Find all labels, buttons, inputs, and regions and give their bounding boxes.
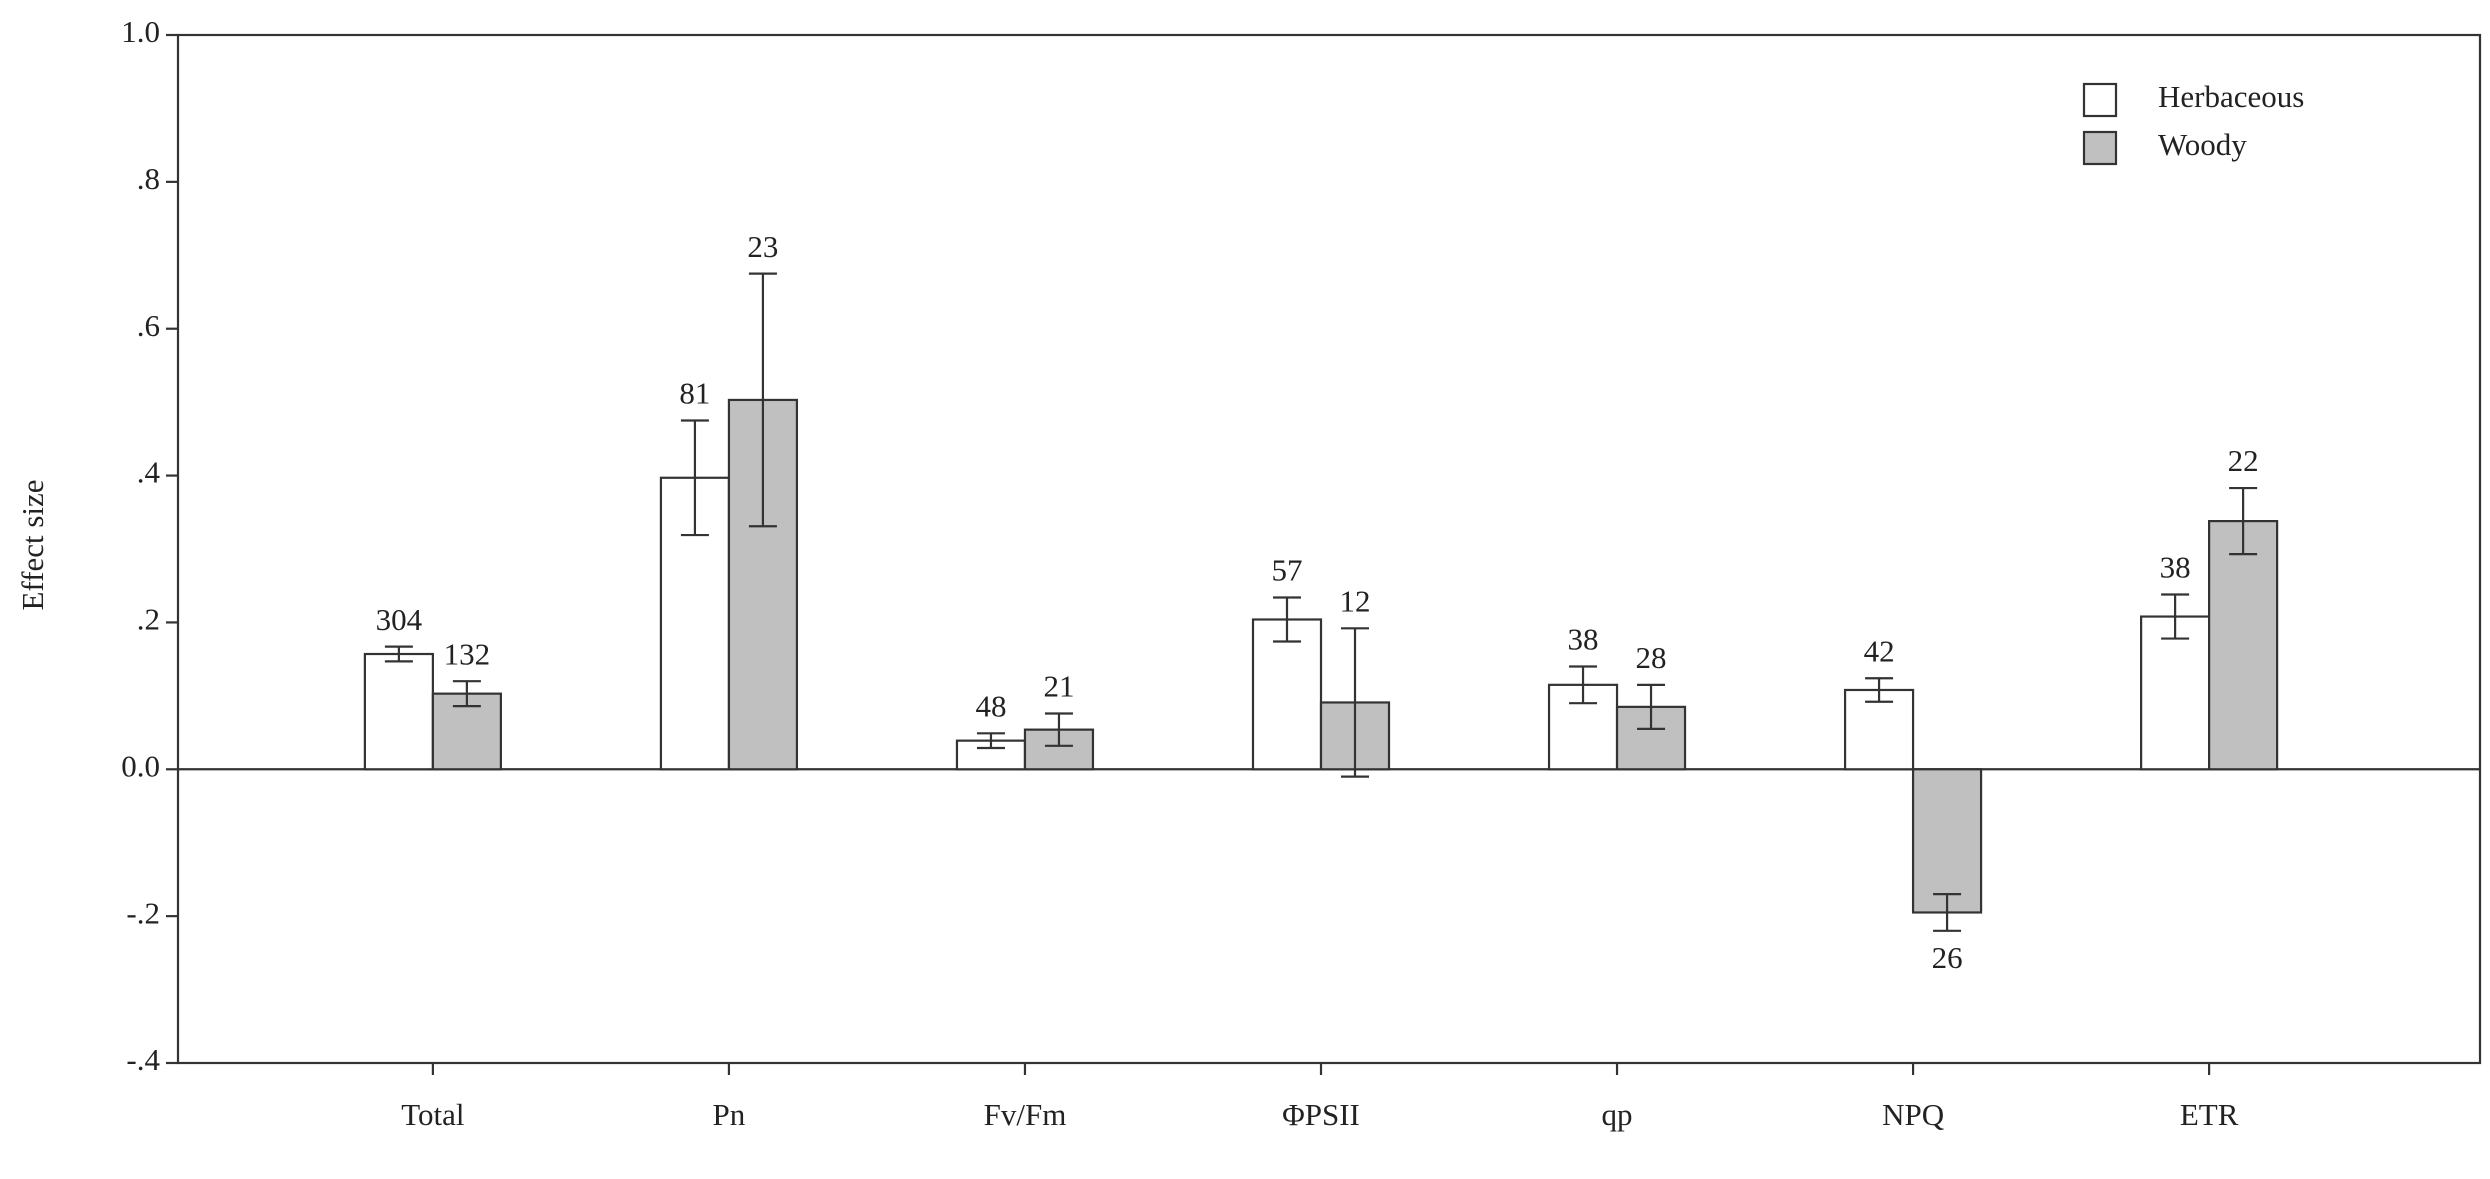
count-label: 22 xyxy=(2228,443,2259,478)
x-tick-label: Pn xyxy=(713,1097,746,1132)
count-label: 42 xyxy=(1864,633,1895,668)
error-bar xyxy=(1569,665,1598,705)
x-tick-label: qp xyxy=(1602,1097,1633,1132)
error-bar xyxy=(1933,893,1962,932)
count-label: 132 xyxy=(444,636,491,671)
error-bar xyxy=(748,272,777,528)
x-tick-label: ETR xyxy=(2180,1097,2239,1132)
x-tick-label: NPQ xyxy=(1882,1097,1944,1132)
y-tick-label: .8 xyxy=(137,161,160,196)
count-label: 38 xyxy=(2160,550,2191,585)
count-label: 28 xyxy=(1636,640,1667,675)
plot-frame xyxy=(176,33,2482,1065)
y-tick-label: .6 xyxy=(137,308,160,343)
y-tick-label: .4 xyxy=(137,455,161,490)
bar xyxy=(2140,615,2211,771)
error-bar xyxy=(384,645,413,663)
error-bar xyxy=(1044,712,1073,747)
y-tick-label: 0.0 xyxy=(121,748,160,783)
error-bar xyxy=(1273,596,1301,643)
count-label: 57 xyxy=(1272,553,1303,588)
count-label: 38 xyxy=(1568,622,1599,657)
bar xyxy=(363,652,434,771)
y-tick-label: -.4 xyxy=(126,1042,160,1077)
bar xyxy=(1911,768,1983,914)
count-label: 23 xyxy=(747,229,778,264)
error-bar xyxy=(1865,677,1894,703)
x-tick-label: Fv/Fm xyxy=(984,1097,1067,1132)
error-bar xyxy=(1341,627,1369,778)
count-label: 304 xyxy=(376,602,423,637)
count-label: 48 xyxy=(975,688,1006,723)
y-tick-label: 1.0 xyxy=(121,14,160,49)
error-bar xyxy=(2161,593,2190,640)
bar xyxy=(1251,618,1323,771)
count-label: 26 xyxy=(1932,940,1963,975)
bar xyxy=(2208,519,2279,771)
bar xyxy=(431,692,502,771)
legend-swatch xyxy=(2082,130,2118,166)
x-tick-label: ΦPSII xyxy=(1282,1097,1360,1132)
legend-label: Herbaceous xyxy=(2158,79,2304,114)
y-axis-label: Effect size xyxy=(15,479,50,610)
error-bar xyxy=(2229,486,2258,556)
error-bar xyxy=(1637,683,1666,730)
x-tick-label: Total xyxy=(401,1097,464,1132)
y-tick-label: -.2 xyxy=(126,895,160,930)
bar xyxy=(1843,688,1915,771)
count-label: 12 xyxy=(1340,583,1371,618)
legend-swatch xyxy=(2082,82,2118,118)
count-label: 81 xyxy=(679,376,710,411)
error-bar xyxy=(976,732,1005,750)
count-label: 21 xyxy=(1043,669,1074,704)
legend-label: Woody xyxy=(2158,127,2247,162)
error-bar xyxy=(452,680,481,708)
error-bar xyxy=(680,419,709,537)
y-tick-label: .2 xyxy=(137,602,160,637)
